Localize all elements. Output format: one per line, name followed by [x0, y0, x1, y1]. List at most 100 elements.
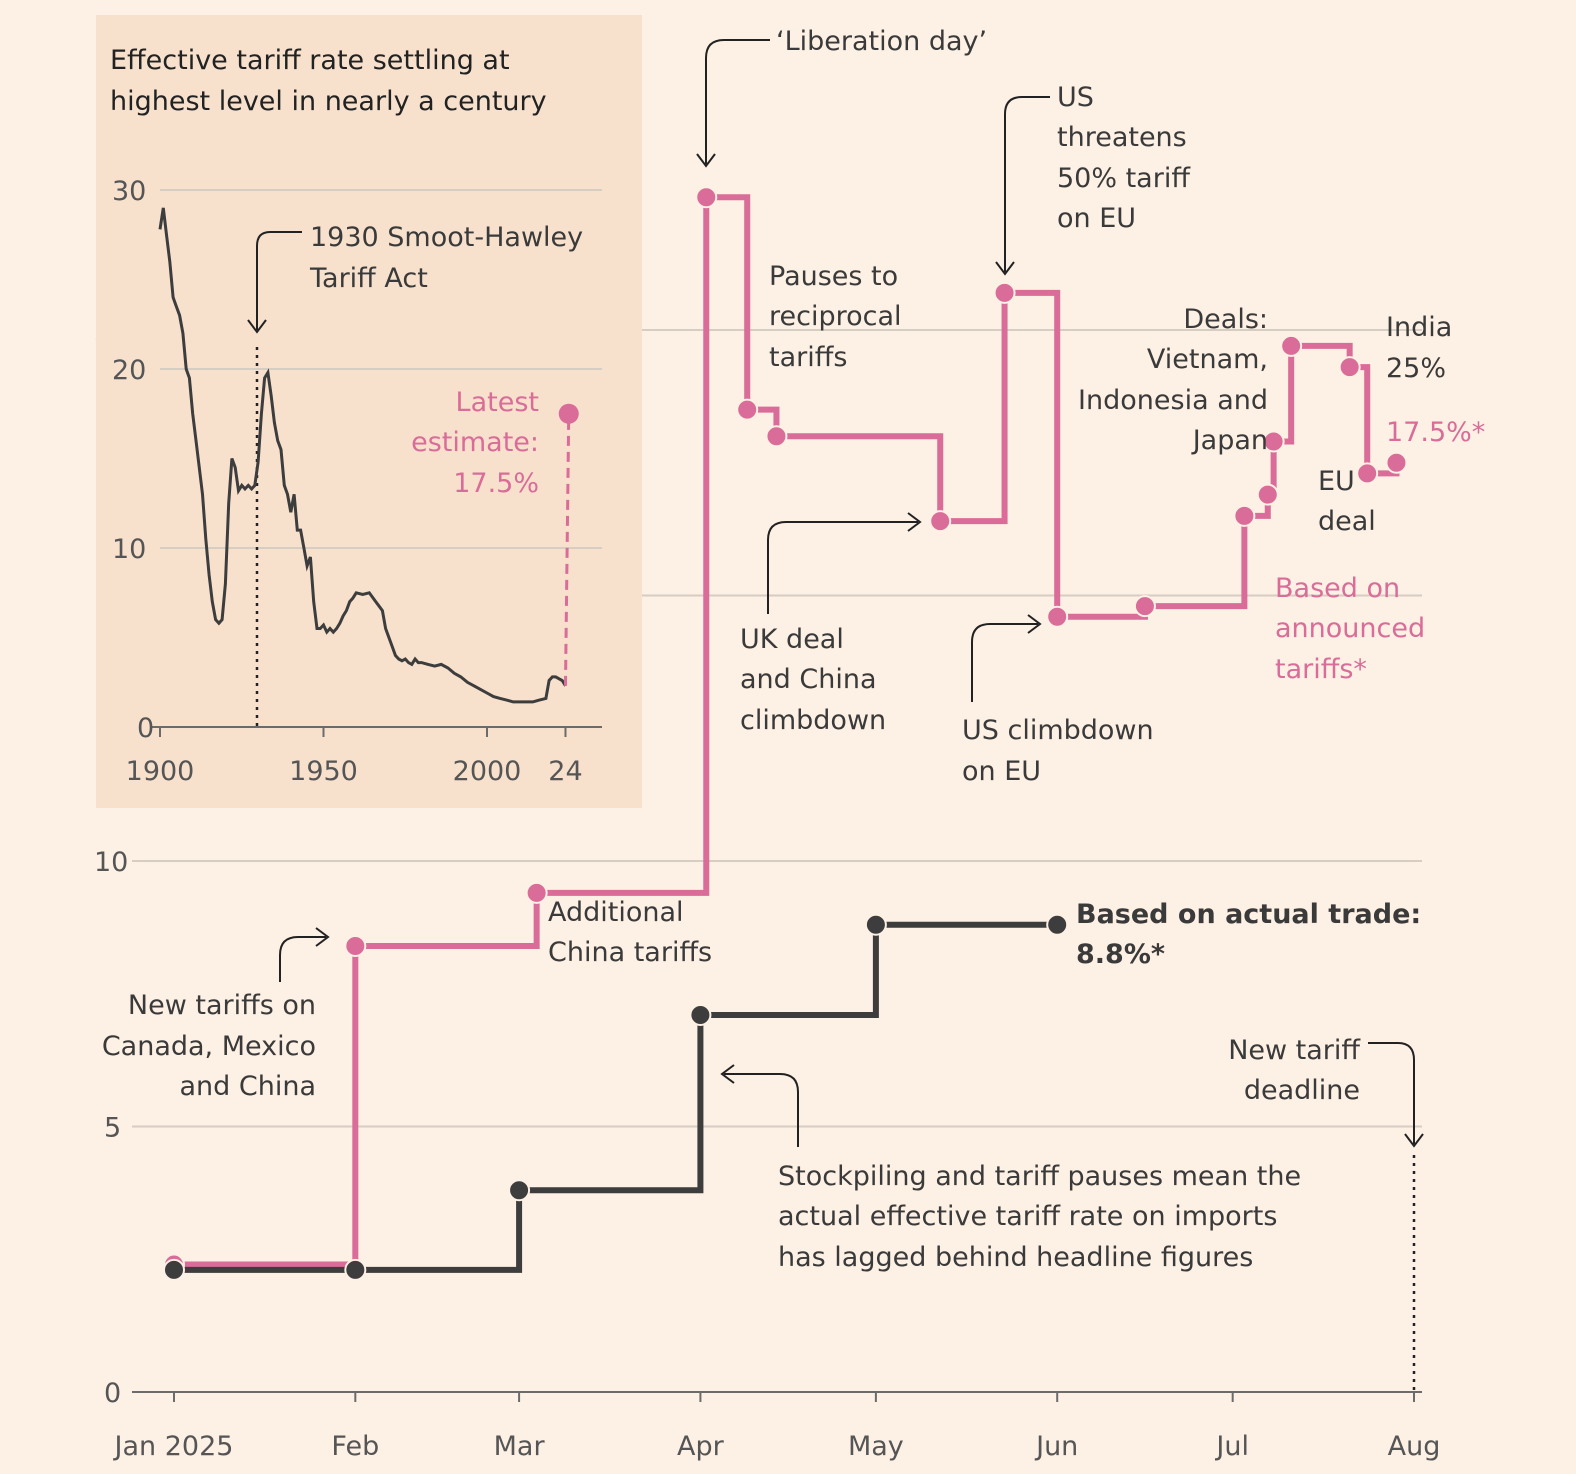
new-deadline-arrowhead [1404, 1133, 1424, 1148]
announced-point-1 [344, 934, 367, 957]
actual-series-label-line1: Based on actual trade: [1076, 899, 1421, 930]
announced-series-label-line2: announced [1275, 613, 1425, 644]
inset-latest-label-line2: estimate: [411, 427, 539, 458]
eu-deal-line1: EU [1318, 466, 1355, 497]
main-x-tick-1: Feb [331, 1431, 379, 1462]
announced-point-9 [1133, 595, 1156, 618]
main-y-tick-0: 0 [104, 1378, 121, 1409]
additional-china-line2: China tariffs [548, 937, 712, 968]
main-x-tick-0: Jan 2025 [113, 1431, 234, 1462]
liberation-day-label: ‘Liberation day’ [776, 26, 987, 57]
us-threatens-arrowhead [995, 261, 1015, 276]
india-line2: 25% [1386, 353, 1446, 384]
new-tariffs-arrow [279, 936, 326, 982]
inset-x-tick-1: 1950 [289, 756, 358, 787]
actual-point-2 [508, 1179, 531, 1202]
smoot-hawley-label-line2: Tariff Act [309, 263, 428, 294]
new-deadline-line1: New tariff [1228, 1035, 1361, 1066]
announced-point-4 [736, 398, 759, 421]
uk-deal-arrow [767, 521, 918, 614]
announced-point-14 [1338, 356, 1361, 379]
announced-point-7 [993, 281, 1016, 304]
stockpiling-arrow [724, 1073, 799, 1147]
eu-deal-line2: deal [1318, 506, 1376, 537]
us-threatens-line1: US [1057, 82, 1094, 113]
stockpiling-line3: has lagged behind headline figures [778, 1242, 1253, 1273]
smoot-hawley-arrow [256, 231, 302, 330]
inset-panel [96, 15, 642, 808]
actual-point-4 [864, 913, 887, 936]
us-climbdown-line2: on EU [962, 756, 1041, 787]
new-deadline-line2: deadline [1244, 1075, 1360, 1106]
main-series [163, 186, 1408, 1281]
us-threatens-line4: on EU [1057, 203, 1136, 234]
main-x-tick-3: Apr [677, 1431, 725, 1462]
uk-deal-line1: UK deal [740, 624, 844, 655]
main-y-tick-5: 5 [104, 1113, 121, 1144]
inset-y-tick-0: 0 [137, 713, 154, 744]
india-line1: India [1386, 312, 1452, 343]
deals-line4: Japan [1191, 425, 1268, 456]
main-x-tick-6: Jul [1214, 1431, 1249, 1462]
pauses-line2: reciprocal [769, 301, 902, 332]
main-x-tick-2: Mar [494, 1431, 546, 1462]
inset-x-tick-0: 1900 [126, 756, 195, 787]
deals-line3: Indonesia and [1078, 385, 1268, 416]
deals-line2: Vietnam, [1147, 344, 1268, 375]
announced-point-2 [525, 881, 548, 904]
main-x-tick-5: Jun [1034, 1431, 1078, 1462]
announced-point-3 [695, 186, 718, 209]
inset-series [158, 207, 579, 704]
liberation-day-arrow [705, 39, 770, 164]
smoot-hawley-label-line1: 1930 Smoot-Hawley [310, 222, 583, 253]
actual-point-3 [689, 1003, 712, 1026]
stockpiling-line1: Stockpiling and tariff pauses mean the [778, 1161, 1301, 1192]
announced-point-15 [1356, 462, 1379, 485]
new-tariffs-line2: Canada, Mexico [102, 1031, 316, 1062]
liberation-day-arrowhead [696, 153, 716, 168]
inset-gridlines [150, 189, 602, 728]
latest-pink-label: 17.5%* [1386, 417, 1485, 448]
inset-y-tick-30: 30 [112, 176, 146, 207]
smoot-hawley-arrowhead [247, 319, 267, 334]
new-deadline-arrow [1368, 1042, 1415, 1144]
us-threatens-line3: 50% tariff [1057, 163, 1191, 194]
announced-point-8 [1046, 605, 1069, 628]
stockpiling-line2: actual effective tariff rate on imports [778, 1201, 1277, 1232]
inset-x-tick-3: 24 [548, 756, 582, 787]
actual-point-0 [163, 1258, 185, 1281]
inset-latest-dashed-line [563, 413, 571, 686]
inset-history-line [158, 207, 567, 704]
inset-x-tick-labels: 1900 1950 2000 24 [126, 727, 583, 787]
new-tariffs-line1: New tariffs on [128, 990, 316, 1021]
announced-series-label-line3: tariffs* [1275, 654, 1367, 685]
series-line-actual [174, 921, 1058, 1273]
announced-point-13 [1280, 334, 1303, 357]
us-threatens-line2: threatens [1057, 122, 1187, 153]
inset-latest-label-line3: 17.5% [453, 468, 539, 499]
additional-china-line1: Additional [548, 897, 684, 928]
announced-series-label-line1: Based on [1275, 573, 1400, 604]
inset-y-tick-20: 20 [112, 355, 146, 386]
us-climbdown-arrow [971, 623, 1038, 702]
stockpiling-arrowhead [720, 1064, 735, 1084]
deals-line1: Deals: [1183, 304, 1268, 335]
pauses-line3: tariffs [769, 342, 847, 373]
inset-latest-point [558, 403, 579, 424]
announced-point-5 [765, 425, 788, 448]
uk-deal-arrowhead [907, 512, 922, 532]
inset-title-line2: highest level in nearly a century [110, 86, 547, 117]
announced-point-6 [929, 510, 952, 533]
us-threatens-arrow [1004, 96, 1050, 272]
inset-y-tick-labels: 0 10 20 30 [112, 176, 154, 744]
uk-deal-line3: climbdown [740, 705, 886, 736]
us-climbdown-line1: US climbdown [962, 715, 1154, 746]
inset-title-line1: Effective tariff rate settling at [110, 45, 510, 76]
announced-point-12 [1262, 430, 1285, 453]
new-tariffs-arrowhead [315, 927, 330, 947]
us-climbdown-arrowhead [1027, 614, 1042, 634]
announced-point-16 [1385, 451, 1408, 474]
uk-deal-line2: and China [740, 664, 877, 695]
main-x-tick-7: Aug [1388, 1431, 1441, 1462]
actual-series-label-line2: 8.8%* [1076, 939, 1165, 970]
